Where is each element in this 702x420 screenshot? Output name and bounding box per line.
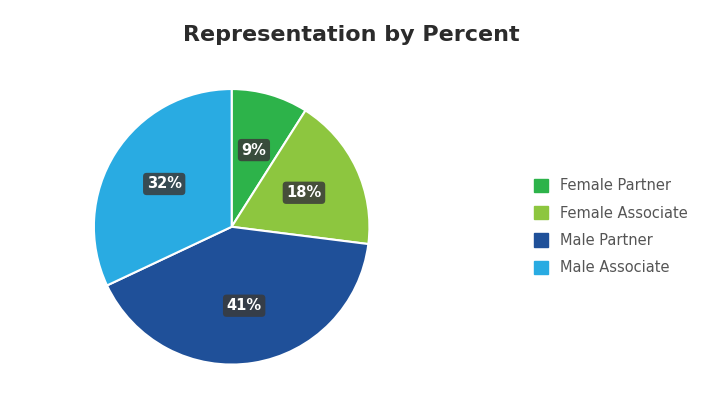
- Wedge shape: [232, 89, 305, 227]
- Legend: Female Partner, Female Associate, Male Partner, Male Associate: Female Partner, Female Associate, Male P…: [534, 178, 688, 276]
- Text: 18%: 18%: [286, 185, 322, 200]
- Text: 41%: 41%: [227, 298, 262, 313]
- Wedge shape: [107, 227, 369, 365]
- Text: Representation by Percent: Representation by Percent: [183, 25, 519, 45]
- Wedge shape: [232, 110, 369, 244]
- Wedge shape: [94, 89, 232, 286]
- Text: 9%: 9%: [241, 142, 266, 158]
- Text: 32%: 32%: [147, 176, 182, 192]
